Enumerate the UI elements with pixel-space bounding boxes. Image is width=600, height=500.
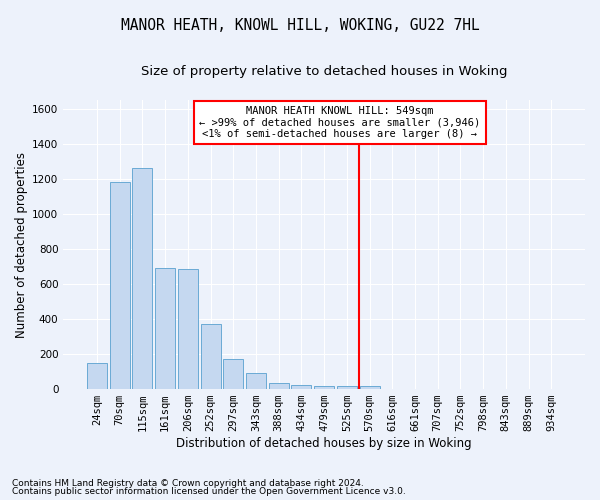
Text: Contains public sector information licensed under the Open Government Licence v3: Contains public sector information licen… [12,487,406,496]
Bar [269,383,289,389]
Bar [246,374,266,389]
Bar [359,386,380,389]
Bar [200,324,221,389]
Bar [337,386,357,389]
Bar [292,384,311,389]
Bar [178,269,198,389]
Bar [87,363,107,389]
Y-axis label: Number of detached properties: Number of detached properties [15,152,28,338]
Bar [314,386,334,389]
Bar [155,268,175,389]
Text: MANOR HEATH KNOWL HILL: 549sqm
← >99% of detached houses are smaller (3,946)
<1%: MANOR HEATH KNOWL HILL: 549sqm ← >99% of… [199,106,481,139]
Bar [133,168,152,389]
Text: Contains HM Land Registry data © Crown copyright and database right 2024.: Contains HM Land Registry data © Crown c… [12,478,364,488]
Bar [110,182,130,389]
X-axis label: Distribution of detached houses by size in Woking: Distribution of detached houses by size … [176,437,472,450]
Bar [223,360,243,389]
Text: MANOR HEATH, KNOWL HILL, WOKING, GU22 7HL: MANOR HEATH, KNOWL HILL, WOKING, GU22 7H… [121,18,479,32]
Title: Size of property relative to detached houses in Woking: Size of property relative to detached ho… [141,65,508,78]
